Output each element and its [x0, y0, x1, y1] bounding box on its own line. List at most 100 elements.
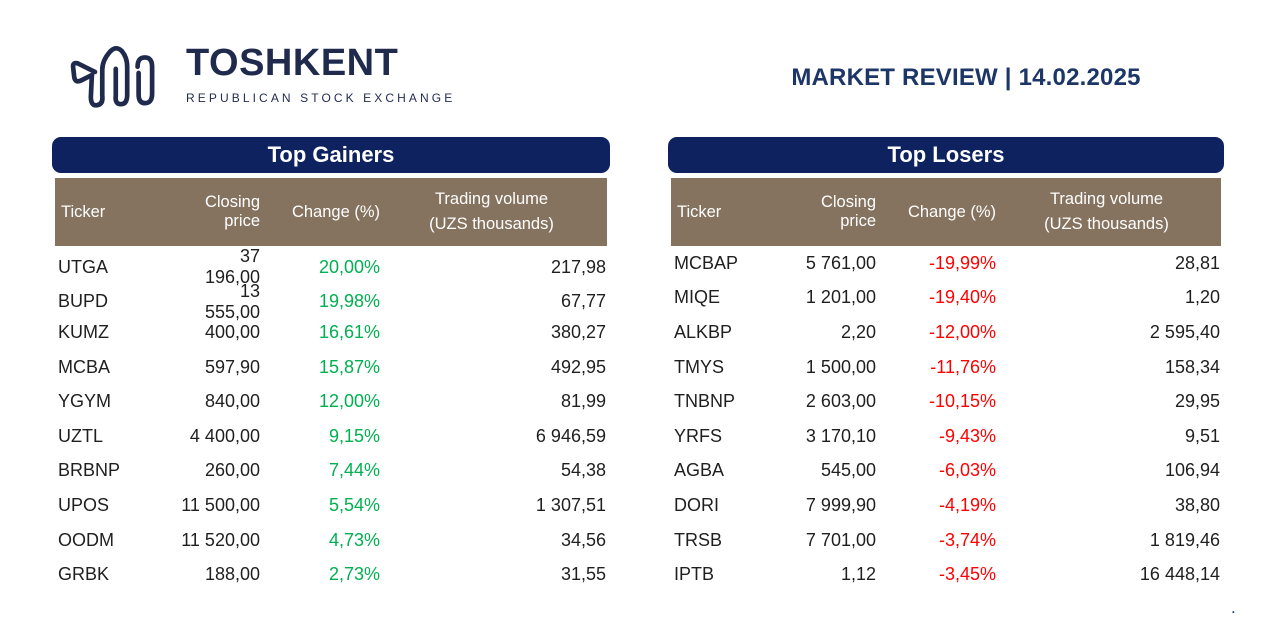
closing-price-cell: 840,00 [204, 391, 260, 412]
trading-volume-cell: 492,95 [550, 356, 606, 377]
change-cell: 7,44% [328, 460, 380, 481]
change-cell: -12,00% [928, 321, 996, 342]
top-gainers-title-bar: Top Gainers [52, 137, 610, 173]
closing-price-cell: 188,00 [204, 564, 260, 585]
column-header-change: Change (%) [291, 202, 380, 221]
trading-volume-cell: 34,56 [560, 529, 606, 550]
change-cell: -19,99% [928, 252, 996, 273]
change-cell: -6,03% [938, 460, 996, 481]
ticker-cell: TRSB [674, 529, 723, 550]
change-cell: 2,73% [328, 564, 380, 585]
closing-price-cell: 597,90 [204, 356, 260, 377]
change-cell: 15,87% [318, 356, 380, 377]
ticker-cell: TNBNP [674, 391, 736, 412]
table-row: UZTL 4 400,00 9,15% 6 946,59 [52, 419, 610, 454]
ticker-cell: AGBA [674, 460, 725, 481]
footer-dot: . [1231, 598, 1236, 617]
table-row: TRSB 7 701,00 -3,74% 1 819,46 [668, 523, 1224, 558]
trading-volume-cell: 31,55 [560, 564, 606, 585]
trading-volume-cell: 38,80 [1174, 494, 1220, 515]
closing-price-cell: 11 500,00 [181, 494, 260, 515]
ticker-cell: OODM [58, 529, 114, 550]
trading-volume-cell: 16 448,14 [1139, 564, 1220, 585]
trading-volume-cell: 2 595,40 [1149, 321, 1220, 342]
logo-name: TOSHKENT [186, 42, 399, 84]
change-cell: 5,54% [328, 494, 380, 515]
ticker-cell: TMYS [674, 356, 725, 377]
table-row: AGBA 545,00 -6,03% 106,94 [668, 454, 1224, 489]
ticker-cell: MCBA [58, 356, 111, 377]
trading-volume-cell: 28,81 [1174, 252, 1220, 273]
closing-price-cell: 1 201,00 [805, 287, 876, 308]
ticker-cell: IPTB [674, 564, 715, 585]
table-row: DORI 7 999,90 -4,19% 38,80 [668, 488, 1224, 523]
column-header-trading-volume-line2: (UZS thousands) [1044, 215, 1169, 233]
market-review-title: MARKET REVIEW | 14.02.2025 [791, 64, 1141, 91]
closing-price-cell: 3 170,10 [805, 425, 876, 446]
table-row: YRFS 3 170,10 -9,43% 9,51 [668, 419, 1224, 454]
toshkent-logo-icon [70, 46, 155, 108]
table-row: BUPD 13 555,00 19,98% 67,77 [52, 281, 610, 322]
table-row: YGYM 840,00 12,00% 81,99 [52, 384, 610, 419]
column-header-trading-volume: Trading volume (UZS thousands) [380, 187, 603, 237]
closing-price-cell: 400,00 [204, 321, 260, 342]
closing-price-cell: 4 400,00 [189, 425, 260, 446]
closing-price-cell: 37 196,00 [204, 246, 260, 287]
top-losers-column-header: Ticker Closing price Change (%) Trading … [671, 178, 1221, 246]
table-row: KUMZ 400,00 16,61% 380,27 [52, 315, 610, 350]
ticker-cell: MIQE [674, 287, 721, 308]
logo-text: TOSHKENT REPUBLICAN STOCK EXCHANGE [186, 34, 455, 105]
trading-volume-cell: 380,27 [550, 321, 606, 342]
table-row: BRBNP 260,00 7,44% 54,38 [52, 454, 610, 489]
column-header-trading-volume-line2: (UZS thousands) [429, 215, 554, 233]
trading-volume-cell: 1 307,51 [535, 494, 606, 515]
ticker-cell: BUPD [58, 291, 109, 312]
change-cell: 20,00% [318, 256, 380, 277]
top-gainers-rows: UTGA 37 196,00 20,00% 217,98 BUPD 13 555,00 19… [52, 246, 610, 592]
change-cell: -3,74% [938, 529, 996, 550]
trading-volume-cell: 81,99 [560, 391, 606, 412]
trading-volume-cell: 217,98 [550, 256, 606, 277]
change-cell: -19,40% [928, 287, 996, 308]
ticker-cell: DORI [674, 494, 719, 515]
trading-volume-cell: 29,95 [1174, 391, 1220, 412]
change-cell: -3,45% [938, 564, 996, 585]
ticker-cell: KUMZ [58, 321, 109, 342]
trading-volume-cell: 67,77 [560, 291, 606, 312]
trading-volume-cell: 6 946,59 [535, 425, 606, 446]
top-losers-title-bar: Top Losers [668, 137, 1224, 173]
top-losers-rows: MCBAP 5 761,00 -19,99% 28,81 MIQE 1 201,00 -19… [668, 246, 1224, 592]
table-row: UPOS 11 500,00 5,54% 1 307,51 [52, 488, 610, 523]
column-header-trading-volume-line1: Trading volume [1049, 190, 1164, 209]
ticker-cell: MCBAP [674, 252, 739, 273]
table-row: GRBK 188,00 2,73% 31,55 [52, 557, 610, 592]
exchange-logo: TOSHKENT REPUBLICAN STOCK EXCHANGE [68, 34, 455, 112]
table-row: MCBA 597,90 15,87% 492,95 [52, 350, 610, 385]
ticker-cell: UZTL [58, 425, 103, 446]
table-row: TNBNP 2 603,00 -10,15% 29,95 [668, 384, 1224, 419]
ticker-cell: GRBK [58, 564, 110, 585]
ticker-cell: YRFS [674, 425, 723, 446]
column-header-closing-price: Closing price [204, 193, 260, 230]
ticker-cell: YGYM [58, 391, 112, 412]
trading-volume-cell: 9,51 [1184, 425, 1220, 446]
ticker-cell: BRBNP [58, 460, 121, 481]
closing-price-cell: 7 999,90 [805, 494, 876, 515]
change-cell: -10,15% [928, 391, 996, 412]
ticker-cell: UPOS [58, 494, 110, 515]
ticker-cell: ALKBP [674, 321, 733, 342]
trading-volume-cell: 1 819,46 [1149, 529, 1220, 550]
table-row: TMYS 1 500,00 -11,76% 158,34 [668, 350, 1224, 385]
table-row: MCBAP 5 761,00 -19,99% 28,81 [668, 246, 1224, 281]
column-header-ticker: Ticker [677, 202, 722, 221]
closing-price-cell: 13 555,00 [204, 280, 260, 322]
trading-volume-cell: 158,34 [1164, 356, 1220, 377]
change-cell: -4,19% [938, 494, 996, 515]
top-gainers-column-header: Ticker Closing price Change (%) Trading … [55, 178, 607, 246]
change-cell: 4,73% [328, 529, 380, 550]
table-row: ALKBP 2,20 -12,00% 2 595,40 [668, 315, 1224, 350]
closing-price-cell: 1 500,00 [805, 356, 876, 377]
column-header-trading-volume: Trading volume (UZS thousands) [996, 187, 1217, 237]
ticker-cell: UTGA [58, 256, 109, 277]
table-row: UTGA 37 196,00 20,00% 217,98 [52, 246, 610, 287]
